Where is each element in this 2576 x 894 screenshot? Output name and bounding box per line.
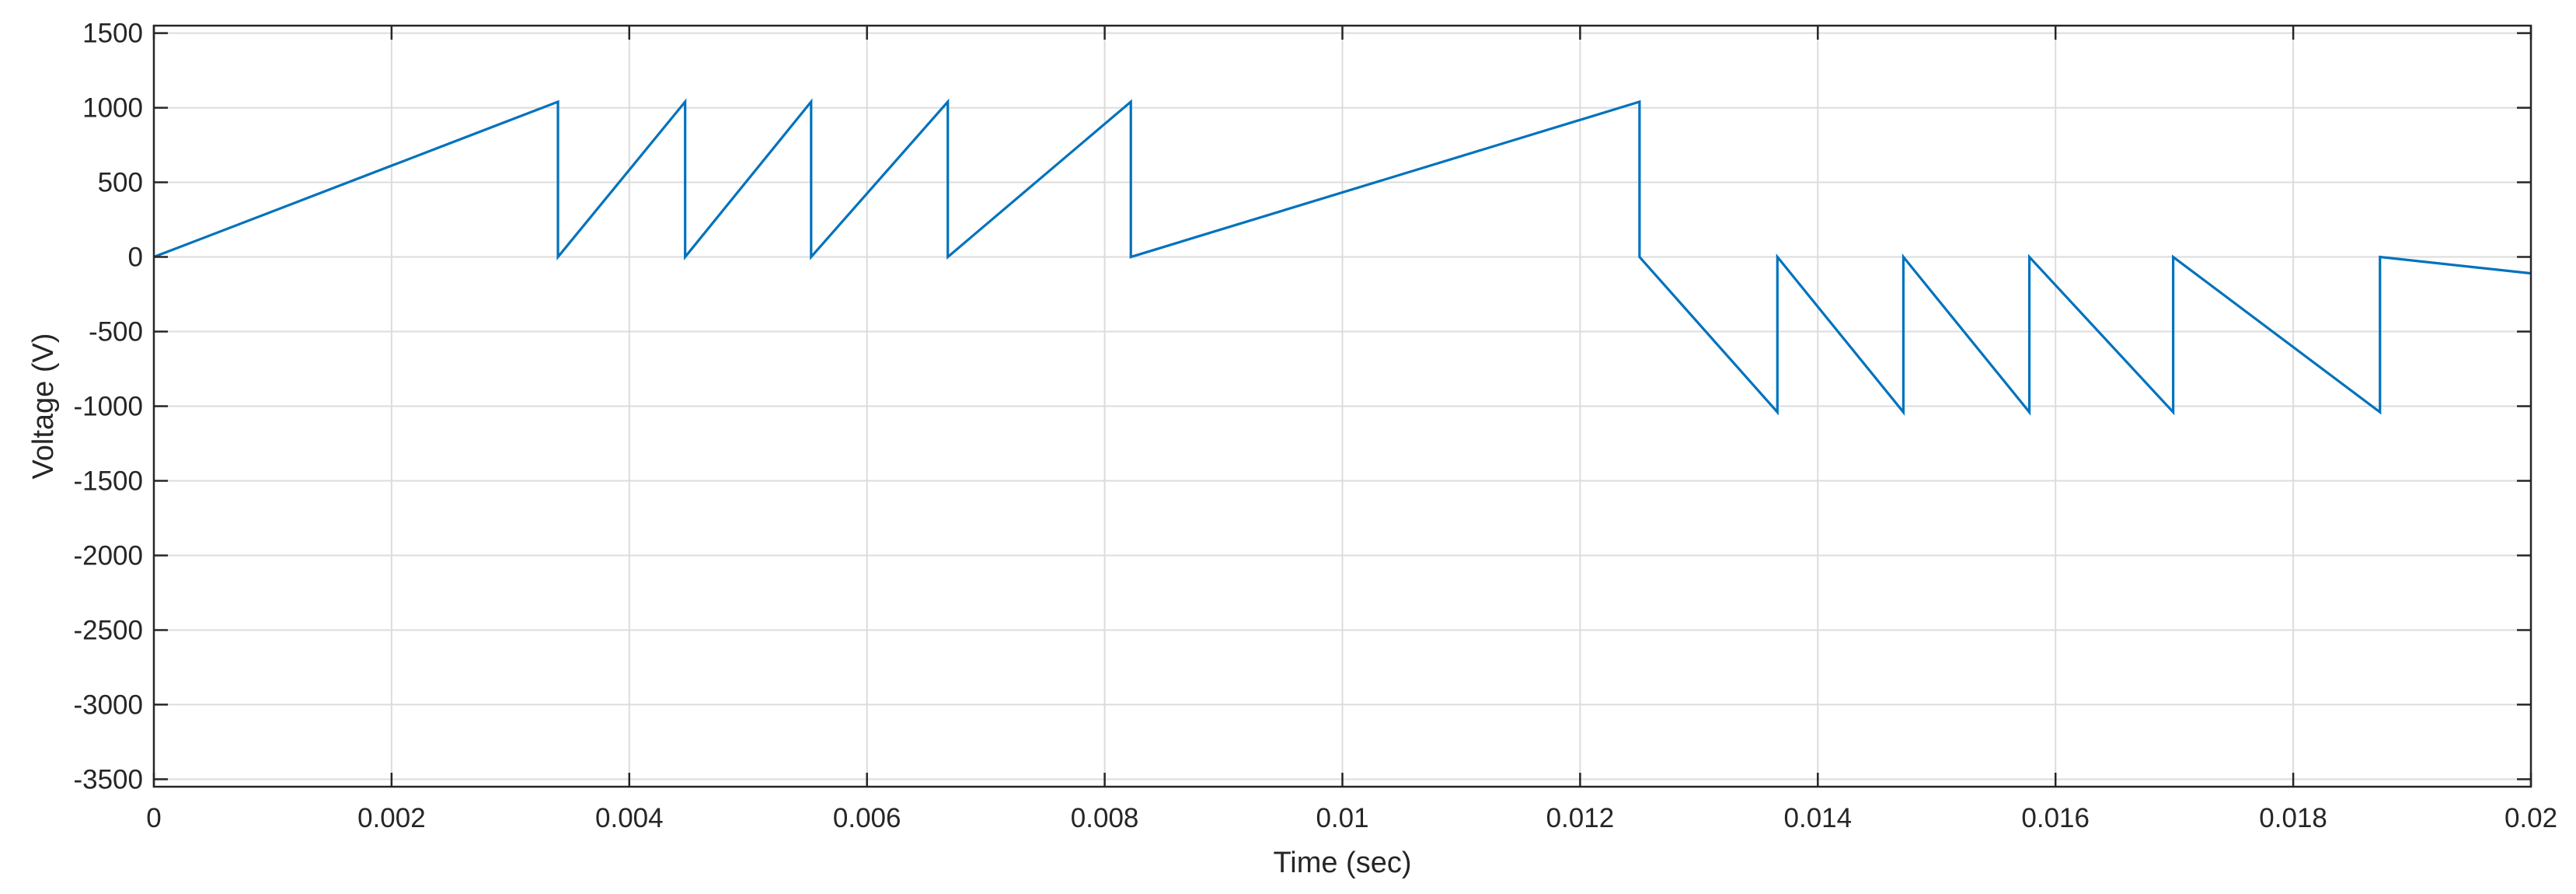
- y-tick-label: -1000: [73, 392, 143, 422]
- x-tick-label: 0.002: [357, 803, 426, 833]
- voltage-series-line: [153, 98, 2532, 416]
- axis-ticks: 0 0.002 0.004 0.006 0.008 0.01 0.012 0.014 0.016…: [73, 19, 2557, 833]
- x-tick-label: 0.004: [595, 803, 664, 833]
- y-tick-label: -3000: [73, 690, 143, 720]
- x-tick-label: 0.012: [1546, 803, 1615, 833]
- y-tick-label: -1500: [73, 466, 143, 496]
- y-tick-label: 1000: [82, 93, 143, 124]
- x-tick-label: 0.006: [833, 803, 901, 833]
- y-axis-label: Voltage (V): [27, 334, 60, 480]
- x-tick-label: 0.008: [1071, 803, 1139, 833]
- y-tick-label: -2000: [73, 540, 143, 571]
- x-tick-label: 0.02: [2505, 803, 2557, 833]
- y-tick-label: -3500: [73, 764, 143, 794]
- x-tick-label: 0: [146, 803, 161, 833]
- y-tick-label: -2500: [73, 615, 143, 645]
- y-tick-label: 1500: [82, 19, 143, 49]
- y-tick-label: 0: [128, 243, 143, 273]
- y-tick-label: -500: [89, 317, 143, 347]
- x-tick-label: 0.016: [2021, 803, 2090, 833]
- x-axis-label: Time (sec): [1273, 847, 1411, 879]
- plot-area: [153, 98, 2532, 416]
- x-tick-label: 0.014: [1784, 803, 1853, 833]
- grid-lines: [153, 26, 2532, 787]
- y-tick-label: 500: [98, 168, 143, 198]
- x-tick-label: 0.018: [2259, 803, 2327, 833]
- x-tick-label: 0.01: [1316, 803, 1368, 833]
